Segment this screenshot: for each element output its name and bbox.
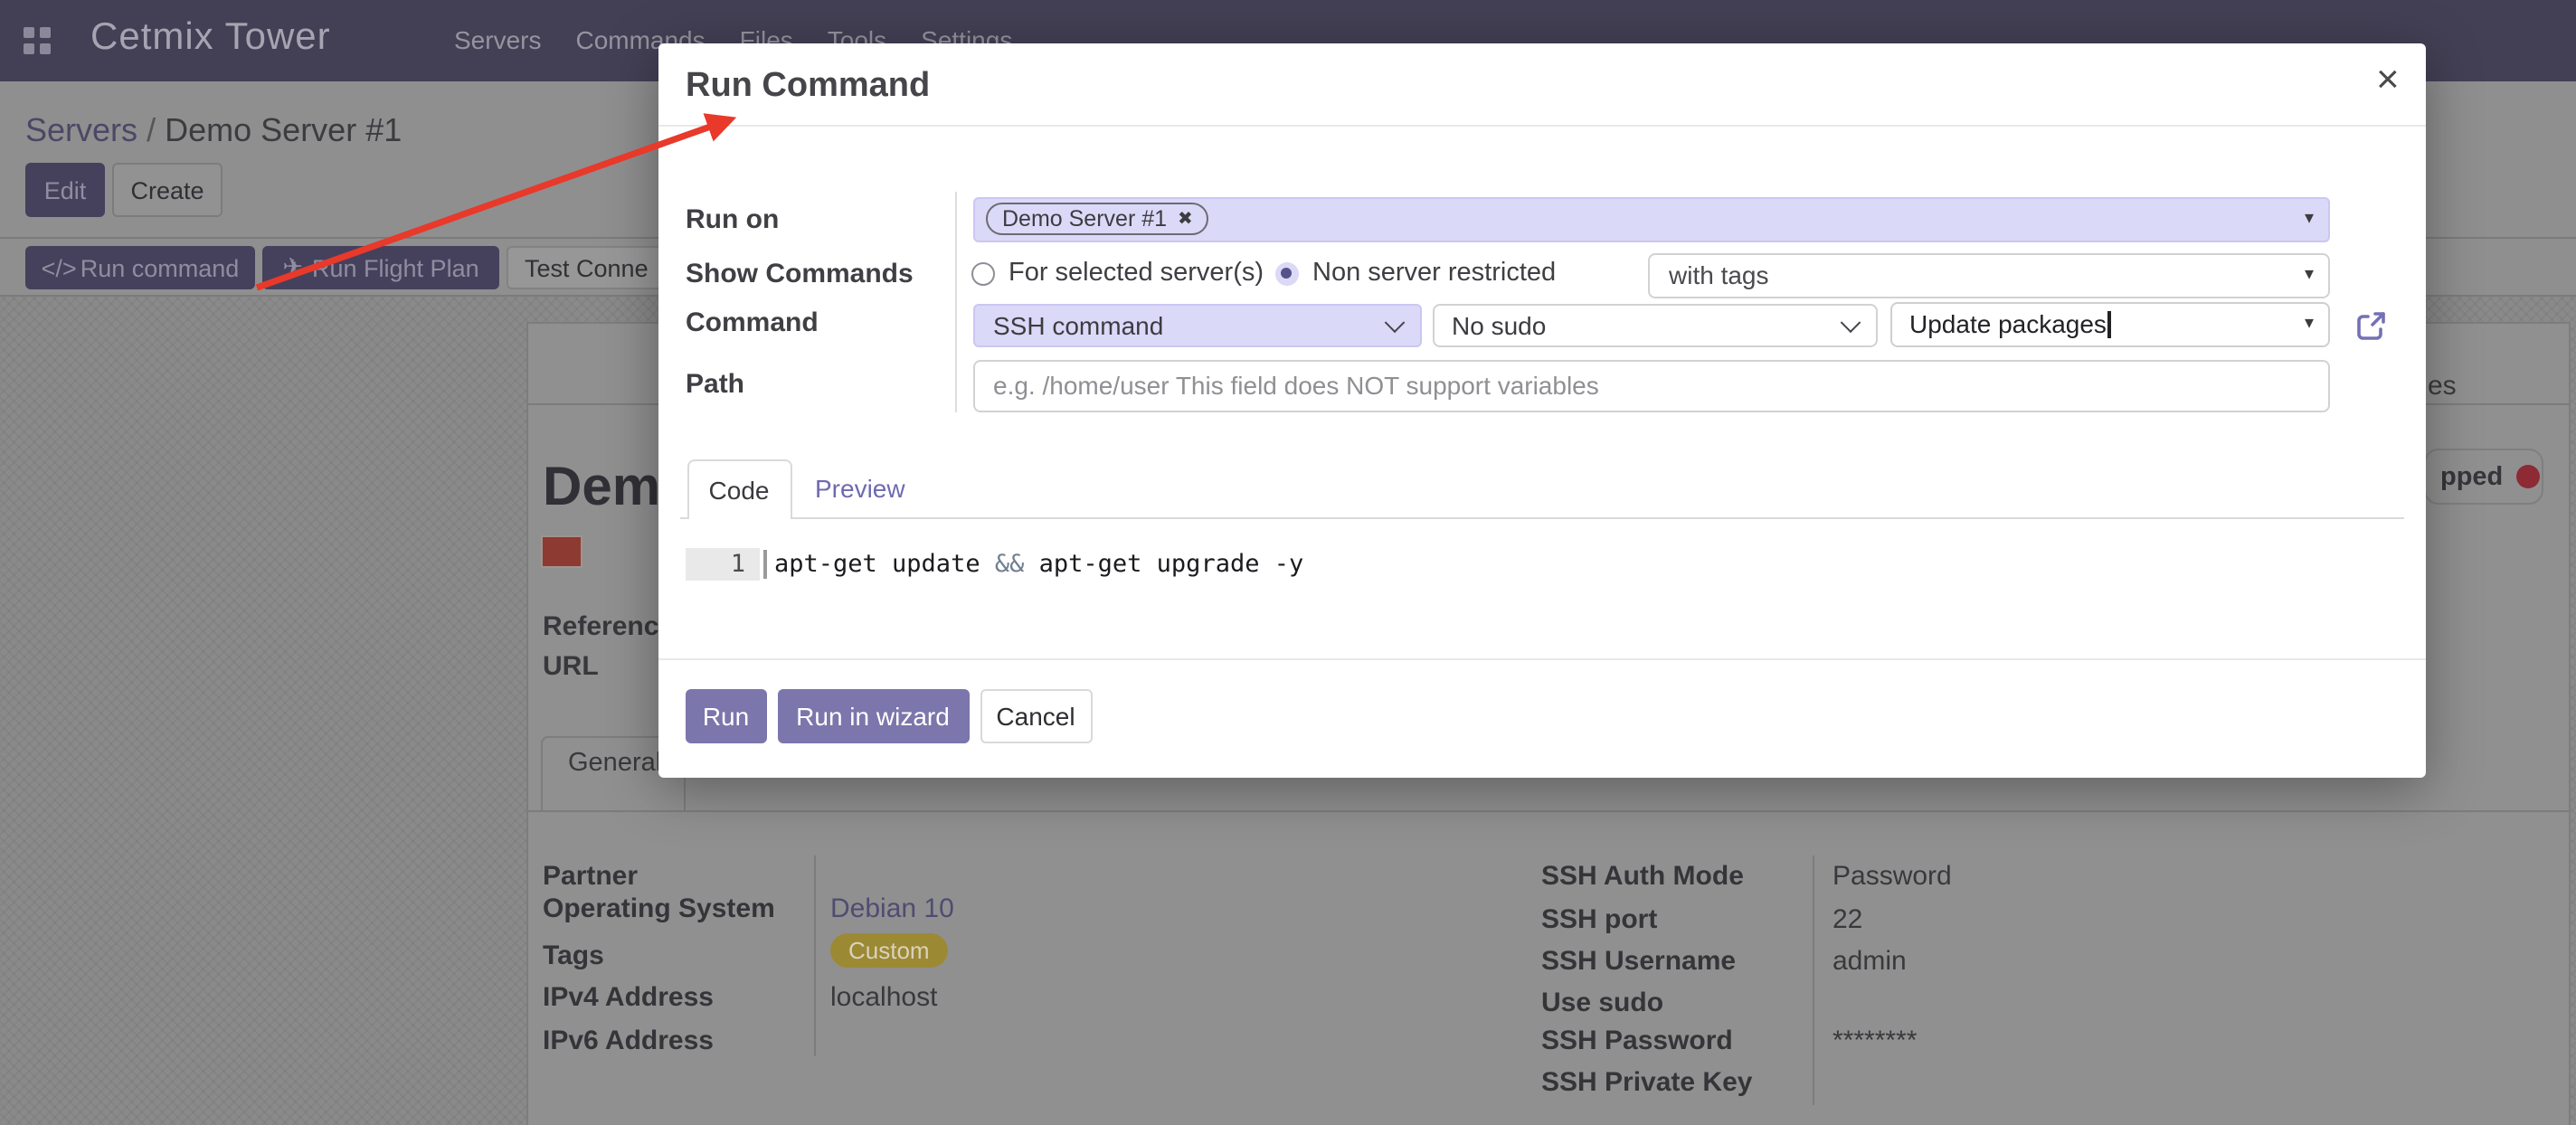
run-in-wizard-button[interactable]: Run in wizard bbox=[777, 689, 969, 743]
url-label: URL bbox=[543, 651, 599, 682]
status-label: pped bbox=[2440, 462, 2504, 491]
ipv4-label: IPv4 Address bbox=[543, 982, 714, 1013]
run-command-button[interactable]: </> Run command bbox=[25, 246, 255, 289]
close-icon[interactable]: × bbox=[2376, 56, 2400, 101]
run-on-label: Run on bbox=[686, 204, 780, 235]
field-divider bbox=[813, 856, 815, 1056]
os-label: Operating System bbox=[543, 893, 775, 924]
radio-for-selected-servers[interactable]: For selected server(s) bbox=[971, 259, 1264, 288]
radio-on-icon[interactable] bbox=[1274, 261, 1298, 285]
footer-divider bbox=[658, 658, 2426, 660]
menu-item-servers[interactable]: Servers bbox=[454, 25, 542, 54]
app-brand: Cetmix Tower bbox=[90, 16, 331, 58]
ssh-private-key-label: SSH Private Key bbox=[1541, 1067, 1753, 1098]
run-on-select[interactable]: Demo Server #1 ✖ ▾ bbox=[973, 196, 2330, 242]
tab-general[interactable]: General bbox=[541, 736, 686, 810]
code-icon: </> bbox=[41, 254, 77, 281]
path-label: Path bbox=[686, 368, 745, 399]
path-placeholder: e.g. /home/user This field does NOT supp… bbox=[993, 371, 1599, 401]
external-link-icon[interactable] bbox=[2353, 309, 2387, 344]
color-picker-swatch[interactable] bbox=[543, 537, 581, 566]
chevron-down-icon bbox=[1384, 311, 1406, 333]
tags-label: Tags bbox=[543, 941, 604, 971]
breadcrumb-servers[interactable]: Servers bbox=[25, 112, 138, 148]
breadcrumb: Servers / Demo Server #1 bbox=[25, 112, 402, 148]
text-cursor bbox=[2107, 310, 2111, 338]
command-name-combobox[interactable]: Update packages ▾ bbox=[1889, 301, 2330, 347]
caret-down-icon: ▾ bbox=[2304, 209, 2314, 230]
partner-label: Partner bbox=[543, 861, 639, 892]
notebook-divider bbox=[528, 810, 2571, 812]
path-input[interactable]: e.g. /home/user This field does NOT supp… bbox=[973, 360, 2330, 411]
caret-down-icon: ▾ bbox=[2304, 314, 2314, 335]
tab-code[interactable]: Code bbox=[687, 459, 791, 519]
tabbar-divider bbox=[679, 517, 2403, 519]
reference-label: Reference bbox=[543, 611, 675, 642]
use-sudo-label: Use sudo bbox=[1541, 988, 1664, 1018]
code-content[interactable]: apt-get update && apt-get upgrade -y bbox=[763, 550, 1303, 579]
radio-non-server-restricted[interactable]: Non server restricted bbox=[1274, 259, 1556, 288]
run-button[interactable]: Run bbox=[686, 689, 766, 743]
ssh-auth-value: Password bbox=[1833, 861, 1952, 892]
chevron-down-icon bbox=[1839, 311, 1861, 333]
ipv6-label: IPv6 Address bbox=[543, 1026, 714, 1056]
dialog-title: Run Command bbox=[686, 67, 931, 105]
run-command-dialog: Run Command × Run on Show Commands Comma… bbox=[658, 43, 2426, 778]
code-editor[interactable]: 1 apt-get update && apt-get upgrade -y bbox=[686, 548, 1303, 581]
ssh-port-label: SSH port bbox=[1541, 904, 1658, 935]
line-number-gutter: 1 bbox=[686, 548, 760, 581]
apps-grid-icon[interactable] bbox=[24, 27, 51, 54]
test-connection-button[interactable]: Test Conne bbox=[507, 246, 669, 289]
ssh-password-value: ******** bbox=[1833, 1026, 1918, 1056]
ssh-username-label: SSH Username bbox=[1541, 946, 1737, 977]
show-commands-label: Show Commands bbox=[686, 259, 914, 289]
ssh-port-value: 22 bbox=[1833, 904, 1863, 935]
create-button[interactable]: Create bbox=[112, 163, 223, 217]
label-column-divider bbox=[955, 192, 957, 412]
server-tag[interactable]: Demo Server #1 ✖ bbox=[986, 203, 1209, 236]
ssh-password-label: SSH Password bbox=[1541, 1026, 1733, 1056]
command-label: Command bbox=[686, 307, 819, 338]
cancel-button[interactable]: Cancel bbox=[980, 689, 1092, 743]
radio-off-icon[interactable] bbox=[971, 261, 994, 285]
sudo-select[interactable]: No sudo bbox=[1432, 303, 1877, 346]
field-divider bbox=[1812, 856, 1814, 1105]
command-type-select[interactable]: SSH command bbox=[973, 303, 1422, 346]
ssh-username-value: admin bbox=[1833, 946, 1907, 977]
with-tags-select[interactable]: with tags ▾ bbox=[1647, 252, 2330, 298]
ssh-auth-label: SSH Auth Mode bbox=[1541, 861, 1744, 892]
server-status-badge[interactable]: pped bbox=[2424, 449, 2543, 505]
tag-badge: Custom bbox=[830, 933, 948, 968]
statusbar-button-fragment[interactable]: es bbox=[2428, 371, 2457, 402]
breadcrumb-current: Demo Server #1 bbox=[165, 112, 402, 148]
plane-icon: ✈ bbox=[282, 253, 303, 280]
os-value-link[interactable]: Debian 10 bbox=[830, 893, 954, 924]
edit-button[interactable]: Edit bbox=[25, 163, 105, 217]
tab-preview[interactable]: Preview bbox=[815, 474, 905, 503]
caret-down-icon: ▾ bbox=[2304, 265, 2314, 285]
status-red-dot-icon bbox=[2515, 465, 2540, 488]
header-divider bbox=[658, 124, 2426, 126]
run-flight-plan-button[interactable]: ✈ Run Flight Plan bbox=[262, 246, 499, 289]
ipv4-value: localhost bbox=[830, 982, 938, 1013]
server-title: Demo bbox=[543, 458, 658, 515]
remove-tag-icon[interactable]: ✖ bbox=[1178, 209, 1193, 230]
